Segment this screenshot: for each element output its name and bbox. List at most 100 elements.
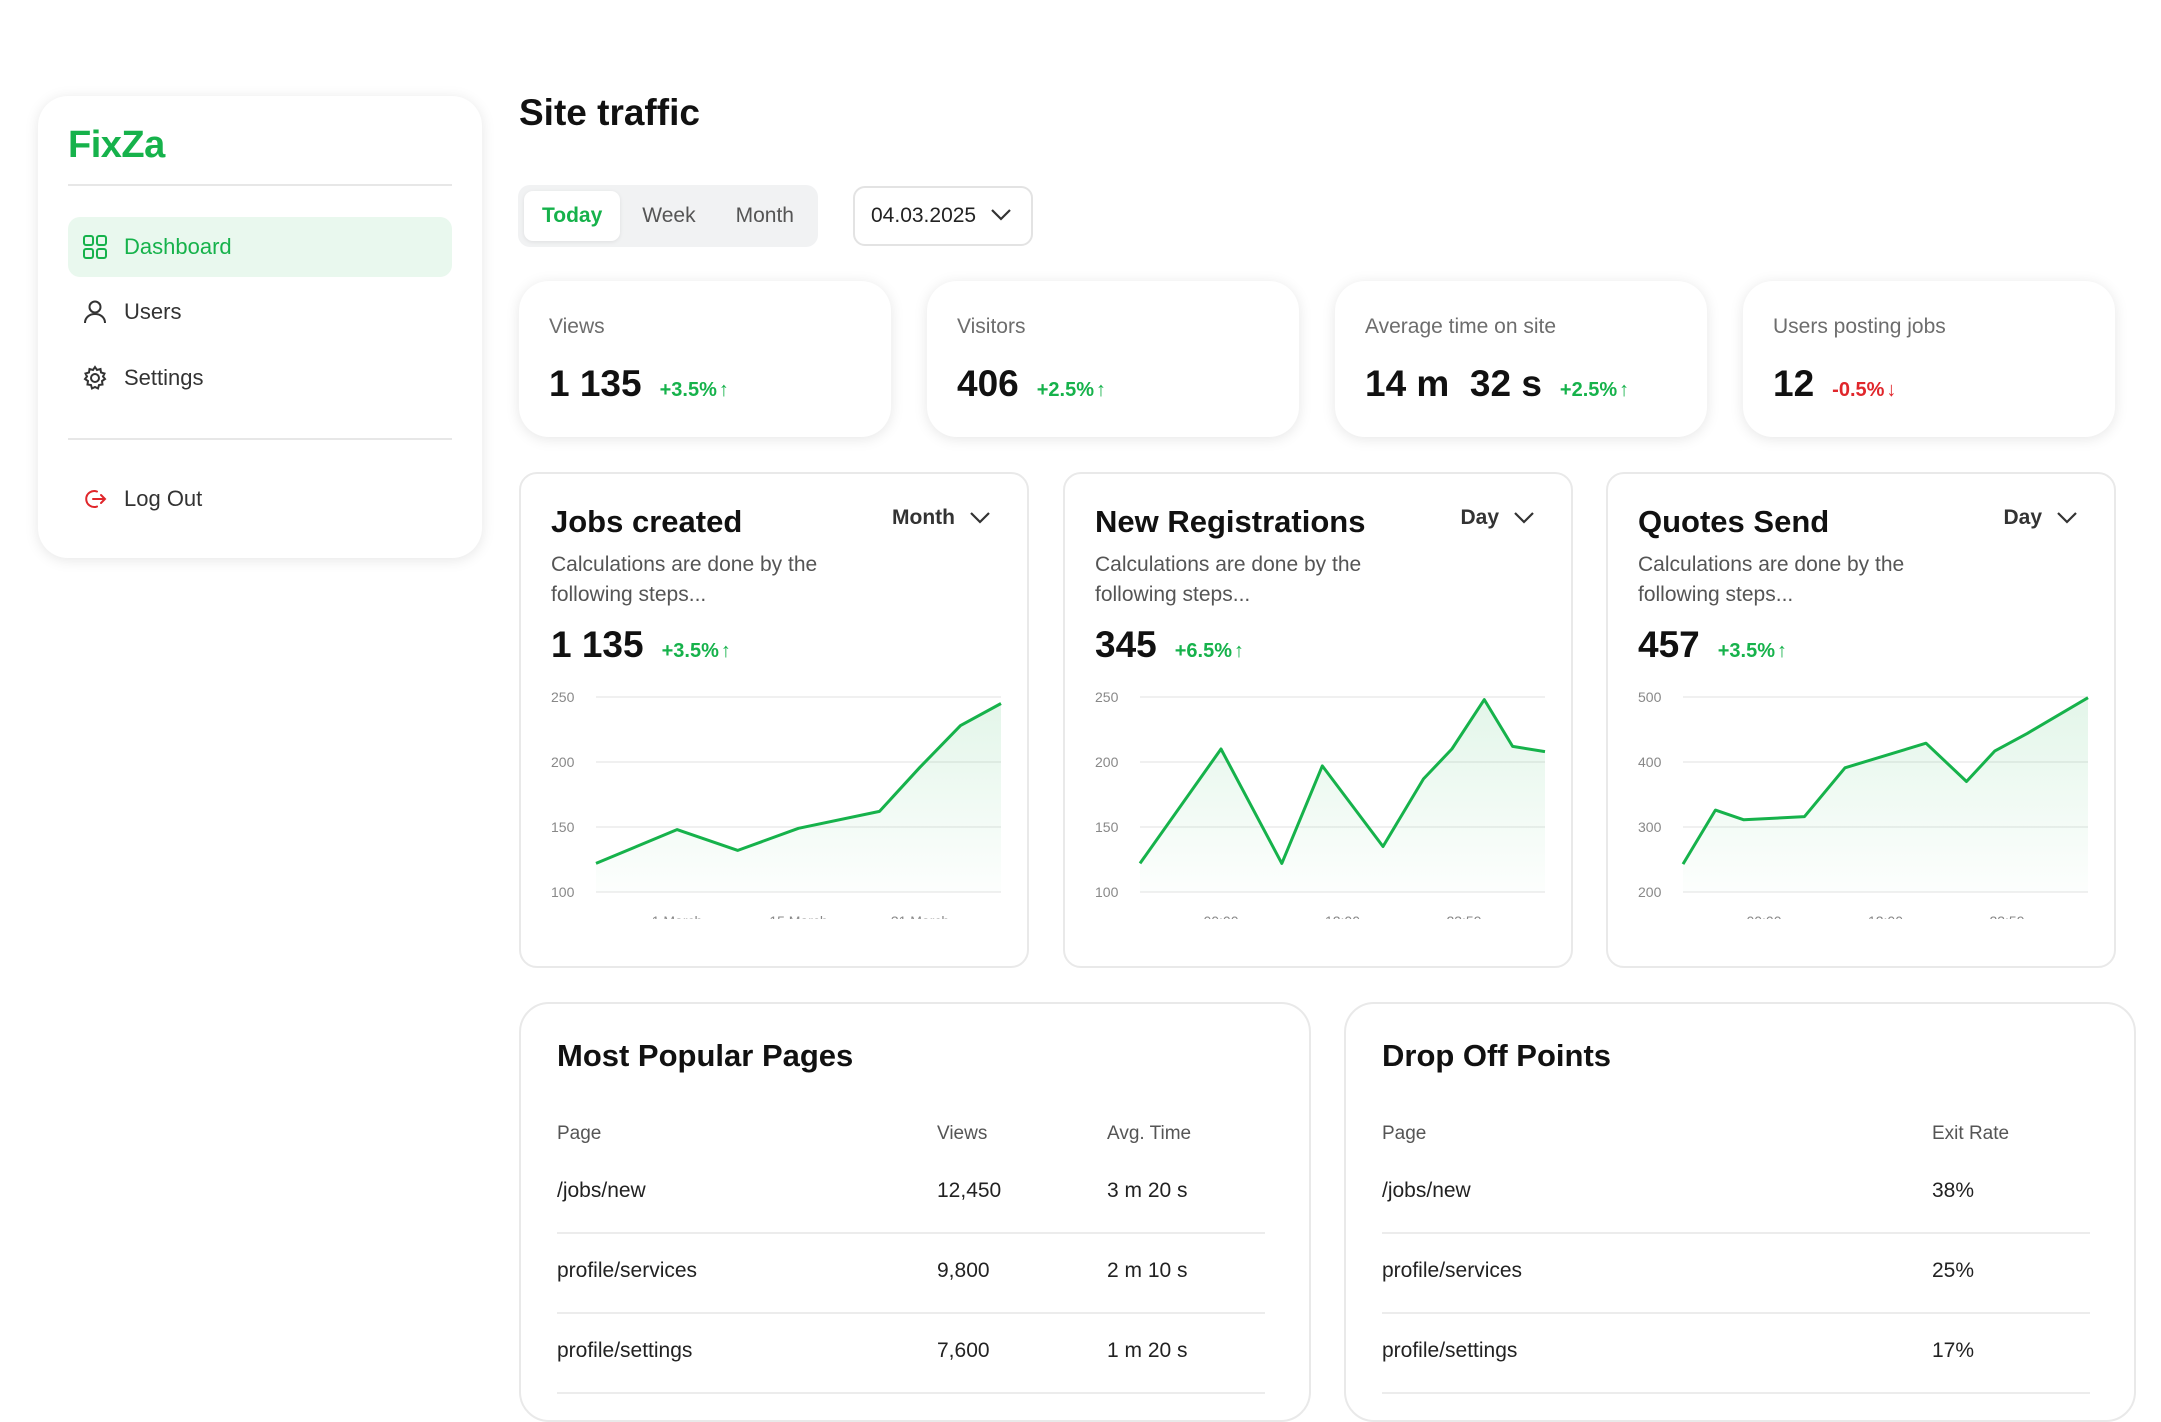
time-cell: 2 m 10 s	[1107, 1234, 1188, 1312]
sidebar-item-label: Settings	[124, 365, 204, 391]
period-select[interactable]: Day	[1460, 506, 1535, 530]
column-header: Views	[937, 1114, 987, 1154]
y-tick-label: 200	[551, 754, 575, 770]
period-tabs: Today Week Month	[518, 185, 818, 247]
period-select[interactable]: Day	[2003, 506, 2078, 530]
chart-change: +3.5%↑	[1718, 640, 1787, 663]
y-tick-label: 300	[1638, 819, 1662, 835]
x-tick-label: 12:00	[1325, 913, 1360, 919]
stat-card-visitors: Visitors 406 +2.5%↑	[927, 281, 1299, 437]
y-tick-label: 200	[1095, 754, 1119, 770]
x-tick-label: 00:00	[1203, 913, 1238, 919]
stat-change: +3.5%↑	[660, 379, 729, 402]
x-tick-label: 23:59	[1989, 913, 2024, 919]
sidebar-item-settings[interactable]: Settings	[68, 348, 452, 408]
stat-value: 406	[957, 363, 1019, 405]
drop-off-card: Drop Off Points Page Exit Rate /jobs/new…	[1344, 1002, 2136, 1422]
chart-change: +3.5%↑	[662, 640, 731, 663]
arrow-up-icon: ↑	[1777, 640, 1787, 663]
exit-rate-cell: 38%	[1932, 1154, 1974, 1232]
logout-button[interactable]: Log Out	[68, 469, 452, 529]
tab-week[interactable]: Week	[624, 191, 713, 241]
chart-change: +6.5%↑	[1175, 640, 1244, 663]
y-tick-label: 500	[1638, 689, 1662, 705]
chart-description: Calculations are done by the following s…	[1095, 550, 1415, 610]
page-cell: profile/settings	[1382, 1314, 1517, 1392]
table-row[interactable]: profile/settings 17%	[1382, 1314, 2090, 1394]
chart-card-jobs: Jobs created Month Calculations are done…	[519, 472, 1029, 968]
table-header: Page Exit Rate	[1382, 1114, 2090, 1154]
chart-description: Calculations are done by the following s…	[1638, 550, 1958, 610]
period-select[interactable]: Month	[892, 506, 991, 530]
arrow-up-icon: ↑	[721, 640, 731, 663]
chart-title: Quotes Send	[1638, 504, 1829, 540]
series-area	[1140, 700, 1545, 892]
date-value: 04.03.2025	[871, 204, 976, 228]
y-tick-label: 400	[1638, 754, 1662, 770]
column-header: Page	[1382, 1114, 1426, 1154]
table-row[interactable]: /jobs/new 38%	[1382, 1154, 2090, 1234]
arrow-up-icon: ↑	[1096, 379, 1106, 402]
user-icon	[80, 297, 110, 327]
chevron-down-icon	[2056, 511, 2078, 525]
stat-value: 12	[1773, 363, 1814, 405]
chevron-down-icon	[990, 204, 1012, 228]
x-tick-label: 23:59	[1446, 913, 1481, 919]
period-label: Month	[892, 506, 955, 530]
date-select[interactable]: 04.03.2025	[853, 186, 1033, 246]
sidebar-item-label: Users	[124, 299, 181, 325]
page-cell: profile/services	[1382, 1234, 1522, 1312]
gear-icon	[80, 363, 110, 393]
dashboard-icon	[80, 232, 110, 262]
stat-label: Average time on site	[1365, 315, 1556, 339]
table-row[interactable]: profile/services 25%	[1382, 1234, 2090, 1314]
views-cell: 12,450	[937, 1154, 1001, 1232]
sidebar-item-users[interactable]: Users	[68, 282, 452, 342]
table-title: Most Popular Pages	[557, 1038, 853, 1074]
page-cell: profile/services	[557, 1234, 697, 1312]
logout-icon	[80, 484, 110, 514]
page-cell: /jobs/new	[1382, 1154, 1471, 1232]
chevron-down-icon	[1513, 511, 1535, 525]
column-header: Exit Rate	[1932, 1114, 2009, 1154]
arrow-down-icon: ↓	[1886, 379, 1896, 402]
x-tick-label: 12:00	[1868, 913, 1903, 919]
stat-card-avg-time: Average time on site 14 m 32 s +2.5%↑	[1335, 281, 1707, 437]
divider	[68, 184, 452, 186]
series-area	[596, 704, 1001, 893]
tab-today[interactable]: Today	[524, 191, 620, 241]
sidebar-item-dashboard[interactable]: Dashboard	[68, 217, 452, 277]
x-tick-label: 15 March	[769, 913, 827, 919]
sidebar: FixZa Dashboard Users Settings	[38, 96, 482, 558]
time-cell: 3 m 20 s	[1107, 1154, 1188, 1232]
table-header: Page Views Avg. Time	[557, 1114, 1265, 1154]
stat-change: +2.5%↑	[1560, 379, 1629, 402]
views-cell: 9,800	[937, 1234, 990, 1312]
views-cell: 7,600	[937, 1314, 990, 1392]
table-row[interactable]: profile/settings 7,600 1 m 20 s	[557, 1314, 1265, 1394]
arrow-up-icon: ↑	[719, 379, 729, 402]
logo: FixZa	[68, 124, 165, 167]
chart-value: 457	[1638, 624, 1700, 666]
stat-change: -0.5%↓	[1832, 379, 1896, 402]
stat-label: Views	[549, 315, 605, 339]
chart-card-registrations: New Registrations Day Calculations are d…	[1063, 472, 1573, 968]
page-cell: profile/settings	[557, 1314, 692, 1392]
page-title: Site traffic	[519, 92, 700, 134]
y-tick-label: 150	[551, 819, 575, 835]
page-cell: /jobs/new	[557, 1154, 646, 1232]
chart-title: New Registrations	[1095, 504, 1365, 540]
popular-pages-table: Page Views Avg. Time /jobs/new 12,450 3 …	[557, 1114, 1265, 1394]
column-header: Page	[557, 1114, 601, 1154]
table-row[interactable]: /jobs/new 12,450 3 m 20 s	[557, 1154, 1265, 1234]
tab-month[interactable]: Month	[718, 191, 812, 241]
exit-rate-cell: 25%	[1932, 1234, 1974, 1312]
stat-value: 14 m 32 s	[1365, 363, 1542, 405]
stat-label: Visitors	[957, 315, 1025, 339]
table-row[interactable]: profile/services 9,800 2 m 10 s	[557, 1234, 1265, 1314]
y-tick-label: 100	[1095, 884, 1119, 900]
column-header: Avg. Time	[1107, 1114, 1191, 1154]
y-tick-label: 150	[1095, 819, 1119, 835]
logout-label: Log Out	[124, 486, 202, 512]
period-label: Day	[1460, 506, 1499, 530]
